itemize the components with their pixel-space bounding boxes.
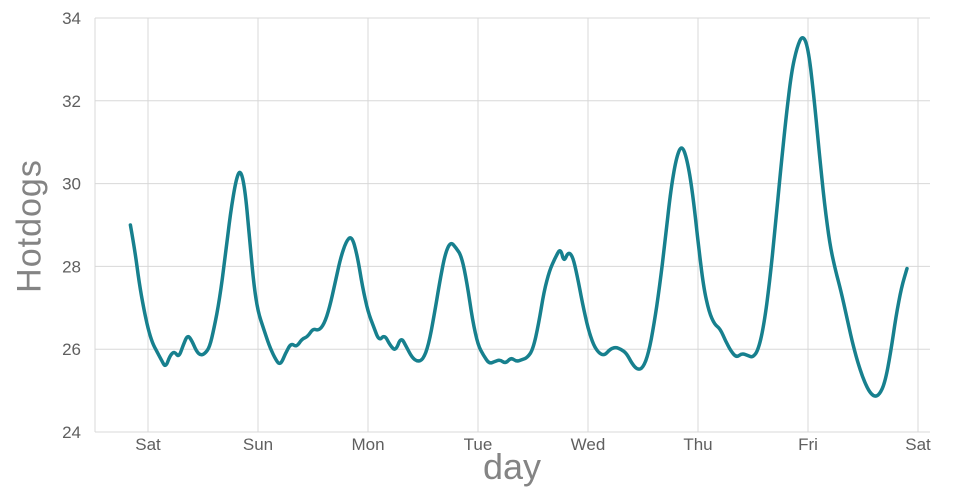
- x-tick-label: Sat: [905, 435, 931, 454]
- x-tick-label: Wed: [571, 435, 606, 454]
- data-line-hotdogs: [128, 36, 909, 398]
- x-tick-label: Tue: [464, 435, 493, 454]
- x-tick-label: Fri: [798, 435, 818, 454]
- x-tick-label: Sat: [135, 435, 161, 454]
- x-tick-label: Mon: [351, 435, 384, 454]
- y-tick-label: 34: [62, 9, 81, 28]
- x-tick-label: Sun: [243, 435, 273, 454]
- y-tick-label: 30: [62, 175, 81, 194]
- y-tick-label: 24: [62, 423, 81, 442]
- x-tick-label: Thu: [683, 435, 712, 454]
- y-tick-label: 28: [62, 257, 81, 276]
- x-axis-title: day: [482, 446, 542, 487]
- y-tick-label: 32: [62, 92, 81, 111]
- y-tick-label: 26: [62, 340, 81, 359]
- y-axis-title: Hotdogs: [10, 159, 49, 293]
